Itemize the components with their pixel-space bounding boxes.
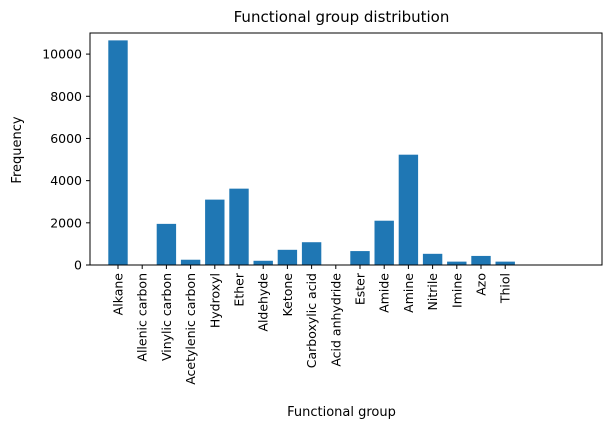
bar-nitrile: [422, 253, 443, 265]
x-axis-ticks: Alkane Allenic carbon Vinylic carbon Acetyl…: [111, 265, 513, 385]
y-tick-label: 8000: [50, 89, 82, 104]
x-tick-label: Vinylic carbon: [159, 273, 174, 361]
bars-layer: [108, 40, 515, 265]
y-tick-label: 10000: [42, 47, 82, 62]
bar-hydroxyl: [205, 199, 225, 265]
x-tick-label: Azo: [474, 273, 489, 296]
bar-carboxylic-acid: [301, 242, 322, 265]
y-tick-label: 0: [74, 258, 82, 273]
x-tick-label: Allenic carbon: [135, 273, 150, 362]
y-tick-label: 4000: [50, 173, 82, 188]
y-tick-label: 2000: [50, 215, 82, 230]
x-tick-label: Nitrile: [425, 273, 440, 311]
x-tick-label: Amide: [377, 273, 392, 313]
x-tick-label: Imine: [449, 273, 464, 308]
bar-thiol: [495, 261, 515, 265]
x-tick-label: Acid anhydride: [328, 273, 343, 367]
x-tick-label: Acetylenic carbon: [183, 273, 198, 385]
bar-amide: [374, 220, 394, 265]
x-tick-label: Hydroxyl: [207, 273, 222, 328]
x-tick-label: Thiol: [498, 273, 513, 304]
y-axis-ticks: 0 2000 4000 6000 8000 10000: [42, 47, 90, 273]
x-tick-label: Ketone: [280, 273, 295, 317]
x-tick-label: Carboxylic acid: [304, 273, 319, 368]
bar-ester: [350, 251, 370, 265]
x-tick-label: Ether: [232, 272, 247, 306]
y-axis-label: Frequency: [10, 116, 25, 183]
bar-ether: [229, 188, 249, 265]
x-tick-label: Ester: [353, 272, 368, 305]
x-tick-label: Amine: [401, 273, 416, 313]
bar-ketone: [277, 249, 298, 265]
bar-imine: [447, 261, 467, 265]
chart-title: Functional group distribution: [234, 8, 450, 26]
x-tick-label: Aldehyde: [256, 273, 271, 332]
bar-vinylic-carbon: [156, 223, 177, 265]
x-tick-label: Alkane: [111, 273, 126, 316]
x-axis-label: Functional group: [287, 405, 396, 420]
bar-aldehyde: [253, 260, 273, 265]
bar-amine: [398, 154, 419, 265]
bar-alkane: [108, 40, 128, 265]
y-tick-label: 6000: [50, 131, 82, 146]
bar-azo: [471, 255, 491, 265]
bar-acetylenic-carbon: [180, 259, 201, 265]
plot-frame: [89, 32, 603, 266]
